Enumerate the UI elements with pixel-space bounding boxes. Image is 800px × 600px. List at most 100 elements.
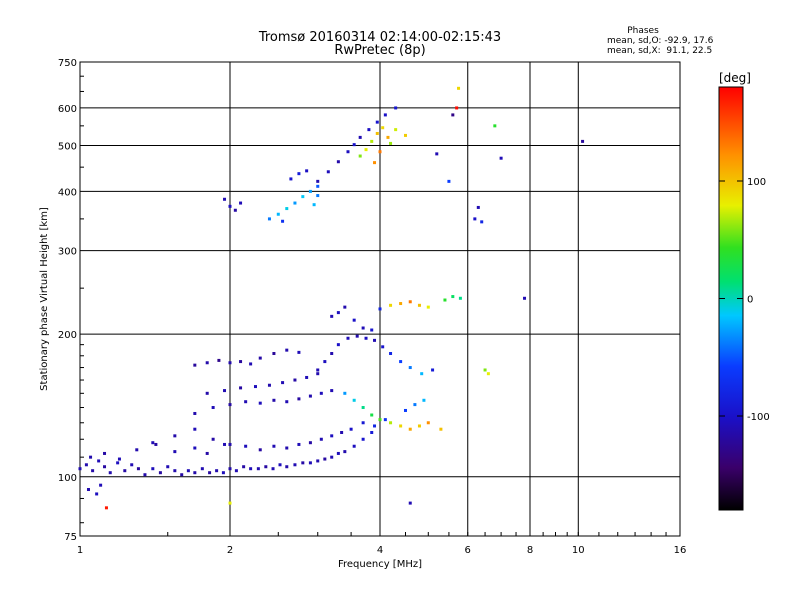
data-point xyxy=(104,506,108,510)
data-point xyxy=(355,334,359,338)
data-point xyxy=(173,469,177,473)
data-point xyxy=(136,467,140,471)
data-point xyxy=(367,128,371,132)
data-point xyxy=(95,492,99,496)
data-point xyxy=(116,461,120,465)
data-point xyxy=(499,156,503,160)
data-point xyxy=(473,217,477,221)
data-point xyxy=(228,467,232,471)
data-point xyxy=(375,120,379,124)
data-point xyxy=(370,430,374,434)
x-axis-label: Frequency [MHz] xyxy=(338,559,422,570)
data-point xyxy=(336,160,340,164)
colorbar-tick-label: -100 xyxy=(747,412,770,423)
data-point xyxy=(386,135,390,139)
data-point xyxy=(285,446,289,450)
data-point xyxy=(264,465,268,469)
data-point xyxy=(228,403,232,407)
data-point xyxy=(361,421,365,425)
data-point xyxy=(378,307,382,311)
data-point xyxy=(394,128,398,132)
data-point xyxy=(205,361,209,365)
data-point xyxy=(173,434,177,438)
data-point xyxy=(297,350,301,354)
data-point xyxy=(151,441,155,445)
stats-x-line: mean, sd,X: 91.1, 22.5 xyxy=(607,46,712,56)
data-point xyxy=(217,358,221,362)
data-point xyxy=(258,356,262,360)
data-point xyxy=(272,352,276,356)
data-point xyxy=(389,303,393,307)
y-tick-label: 750 xyxy=(58,58,77,69)
y-tick-label: 200 xyxy=(58,330,77,341)
data-point xyxy=(361,437,365,441)
data-point xyxy=(211,437,215,441)
data-point xyxy=(581,139,585,143)
data-point xyxy=(297,397,301,401)
data-point xyxy=(143,473,147,477)
data-point xyxy=(223,197,227,201)
data-point xyxy=(173,450,177,454)
data-point xyxy=(373,338,377,342)
chart-title: Tromsø 20160314 02:14:00-02:15:43 xyxy=(258,30,501,45)
data-point xyxy=(346,336,350,340)
data-point xyxy=(272,398,276,402)
data-point xyxy=(200,467,204,471)
data-point xyxy=(352,444,356,448)
data-point xyxy=(378,418,382,422)
data-point xyxy=(285,348,289,352)
y-tick-label: 100 xyxy=(58,473,77,484)
data-point xyxy=(383,113,387,117)
data-point xyxy=(305,375,309,379)
data-point xyxy=(323,360,327,364)
data-point xyxy=(364,336,368,340)
data-point xyxy=(89,455,93,459)
data-point xyxy=(316,184,320,188)
data-point xyxy=(381,126,385,130)
y-axis-ticks: 75 100 200 300 400 500 600 750 xyxy=(58,58,77,543)
data-point xyxy=(343,450,347,454)
data-point xyxy=(256,467,260,471)
x-tick-label: 10 xyxy=(572,545,585,556)
data-point xyxy=(375,131,379,135)
data-point xyxy=(451,295,455,299)
x-tick-label: 1 xyxy=(77,545,83,556)
data-point xyxy=(233,208,237,212)
data-point xyxy=(493,124,497,128)
colorbar-tick-label: 100 xyxy=(747,177,766,188)
data-point xyxy=(458,296,462,300)
data-point xyxy=(435,152,439,156)
data-point xyxy=(439,427,443,431)
data-point xyxy=(399,302,403,306)
data-point xyxy=(239,201,243,205)
data-point xyxy=(443,298,447,302)
data-point xyxy=(84,463,88,467)
x-tick-label: 6 xyxy=(465,545,471,556)
data-point xyxy=(285,465,289,469)
data-point xyxy=(278,463,282,467)
data-point xyxy=(281,219,285,223)
data-point xyxy=(308,189,312,193)
data-point xyxy=(330,352,334,356)
data-point xyxy=(211,406,215,410)
data-point xyxy=(301,461,305,465)
data-point xyxy=(399,360,403,364)
data-point xyxy=(523,296,527,300)
data-point xyxy=(413,403,417,407)
data-point xyxy=(180,473,184,477)
data-point xyxy=(364,148,368,152)
data-point xyxy=(370,413,374,417)
data-point xyxy=(389,141,393,145)
x-tick-label: 8 xyxy=(527,545,533,556)
data-point xyxy=(394,106,398,110)
data-point xyxy=(297,442,301,446)
grid-lines xyxy=(79,62,681,536)
data-point xyxy=(349,427,353,431)
data-point xyxy=(370,328,374,332)
data-point xyxy=(330,434,334,438)
data-point xyxy=(319,437,323,441)
data-point xyxy=(234,469,238,473)
data-point xyxy=(323,457,327,461)
colorbar-ticks: 100 0 -100 xyxy=(719,177,770,423)
stats-o-line: mean, sd,O: -92.9, 17.6 xyxy=(607,36,714,46)
